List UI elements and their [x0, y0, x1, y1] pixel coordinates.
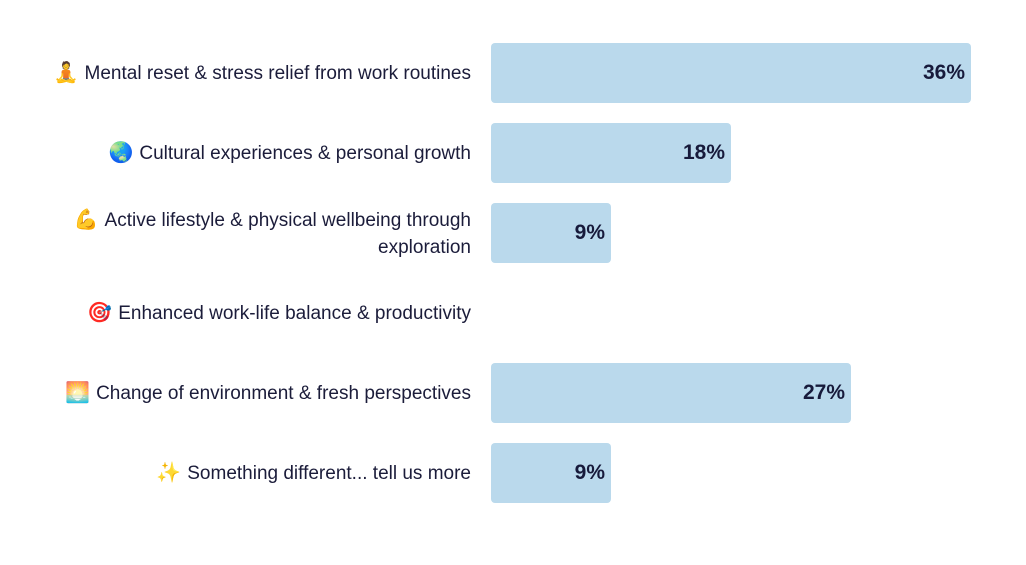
category-emoji-icon: ✨ [156, 460, 182, 484]
bar-row: 🎯 Enhanced work-life balance & productivi… [0, 283, 1026, 343]
category-label: 🧘 Mental reset & stress relief from work … [31, 43, 471, 103]
bar-value-label: 36% [922, 61, 965, 84]
bar-row: 💪 Active lifestyle & physical wellbeing t… [0, 203, 1026, 263]
bar-row: 🧘 Mental reset & stress relief from work … [0, 43, 1026, 103]
bar-value-label: 27% [802, 381, 845, 404]
category-text: Active lifestyle & physical wellbeing th… [104, 209, 471, 258]
category-emoji-icon: 🌏 [108, 140, 134, 164]
category-label-text: 💪 Active lifestyle & physical wellbeing t… [31, 206, 471, 261]
bar-row: 🌅 Change of environment & fresh perspecti… [0, 363, 1026, 423]
category-label: 🌅 Change of environment & fresh perspecti… [31, 363, 471, 423]
category-emoji-icon: 💪 [73, 206, 99, 231]
bar: 36% [491, 43, 971, 103]
category-label-text: ✨ Something different... tell us more [156, 459, 471, 487]
category-text: Mental reset & stress relief from work r… [84, 63, 471, 84]
category-label: ✨ Something different... tell us more [31, 443, 471, 503]
category-text: Change of environment & fresh perspectiv… [96, 383, 471, 404]
bar-value-label: 9% [574, 221, 605, 244]
category-emoji-icon: 🎯 [87, 300, 113, 324]
category-emoji-icon: 🧘 [53, 60, 79, 84]
category-label-text: 🧘 Mental reset & stress relief from work … [54, 59, 471, 87]
category-label: 💪 Active lifestyle & physical wellbeing t… [31, 203, 471, 263]
category-text: Cultural experiences & personal growth [139, 143, 471, 164]
bar: 18% [491, 123, 731, 183]
category-label-text: 🎯 Enhanced work-life balance & productivi… [87, 299, 471, 327]
category-text: Something different... tell us more [187, 463, 471, 484]
bar: 9% [491, 443, 611, 503]
bar-value-label: 18% [682, 141, 725, 164]
category-label-text: 🌅 Change of environment & fresh perspecti… [65, 379, 471, 407]
bar-row: 🌏 Cultural experiences & personal growth 1… [0, 123, 1026, 183]
category-text: Enhanced work-life balance & productivit… [118, 303, 471, 324]
category-emoji-icon: 🌅 [65, 380, 91, 404]
category-label-text: 🌏 Cultural experiences & personal growth [108, 139, 471, 167]
bar-value-label: 9% [574, 461, 605, 484]
category-label: 🎯 Enhanced work-life balance & productivi… [31, 283, 471, 343]
bar: 9% [491, 203, 611, 263]
bar: 27% [491, 363, 851, 423]
bar-row: ✨ Something different... tell us more 9% [0, 443, 1026, 503]
category-label: 🌏 Cultural experiences & personal growth [31, 123, 471, 183]
